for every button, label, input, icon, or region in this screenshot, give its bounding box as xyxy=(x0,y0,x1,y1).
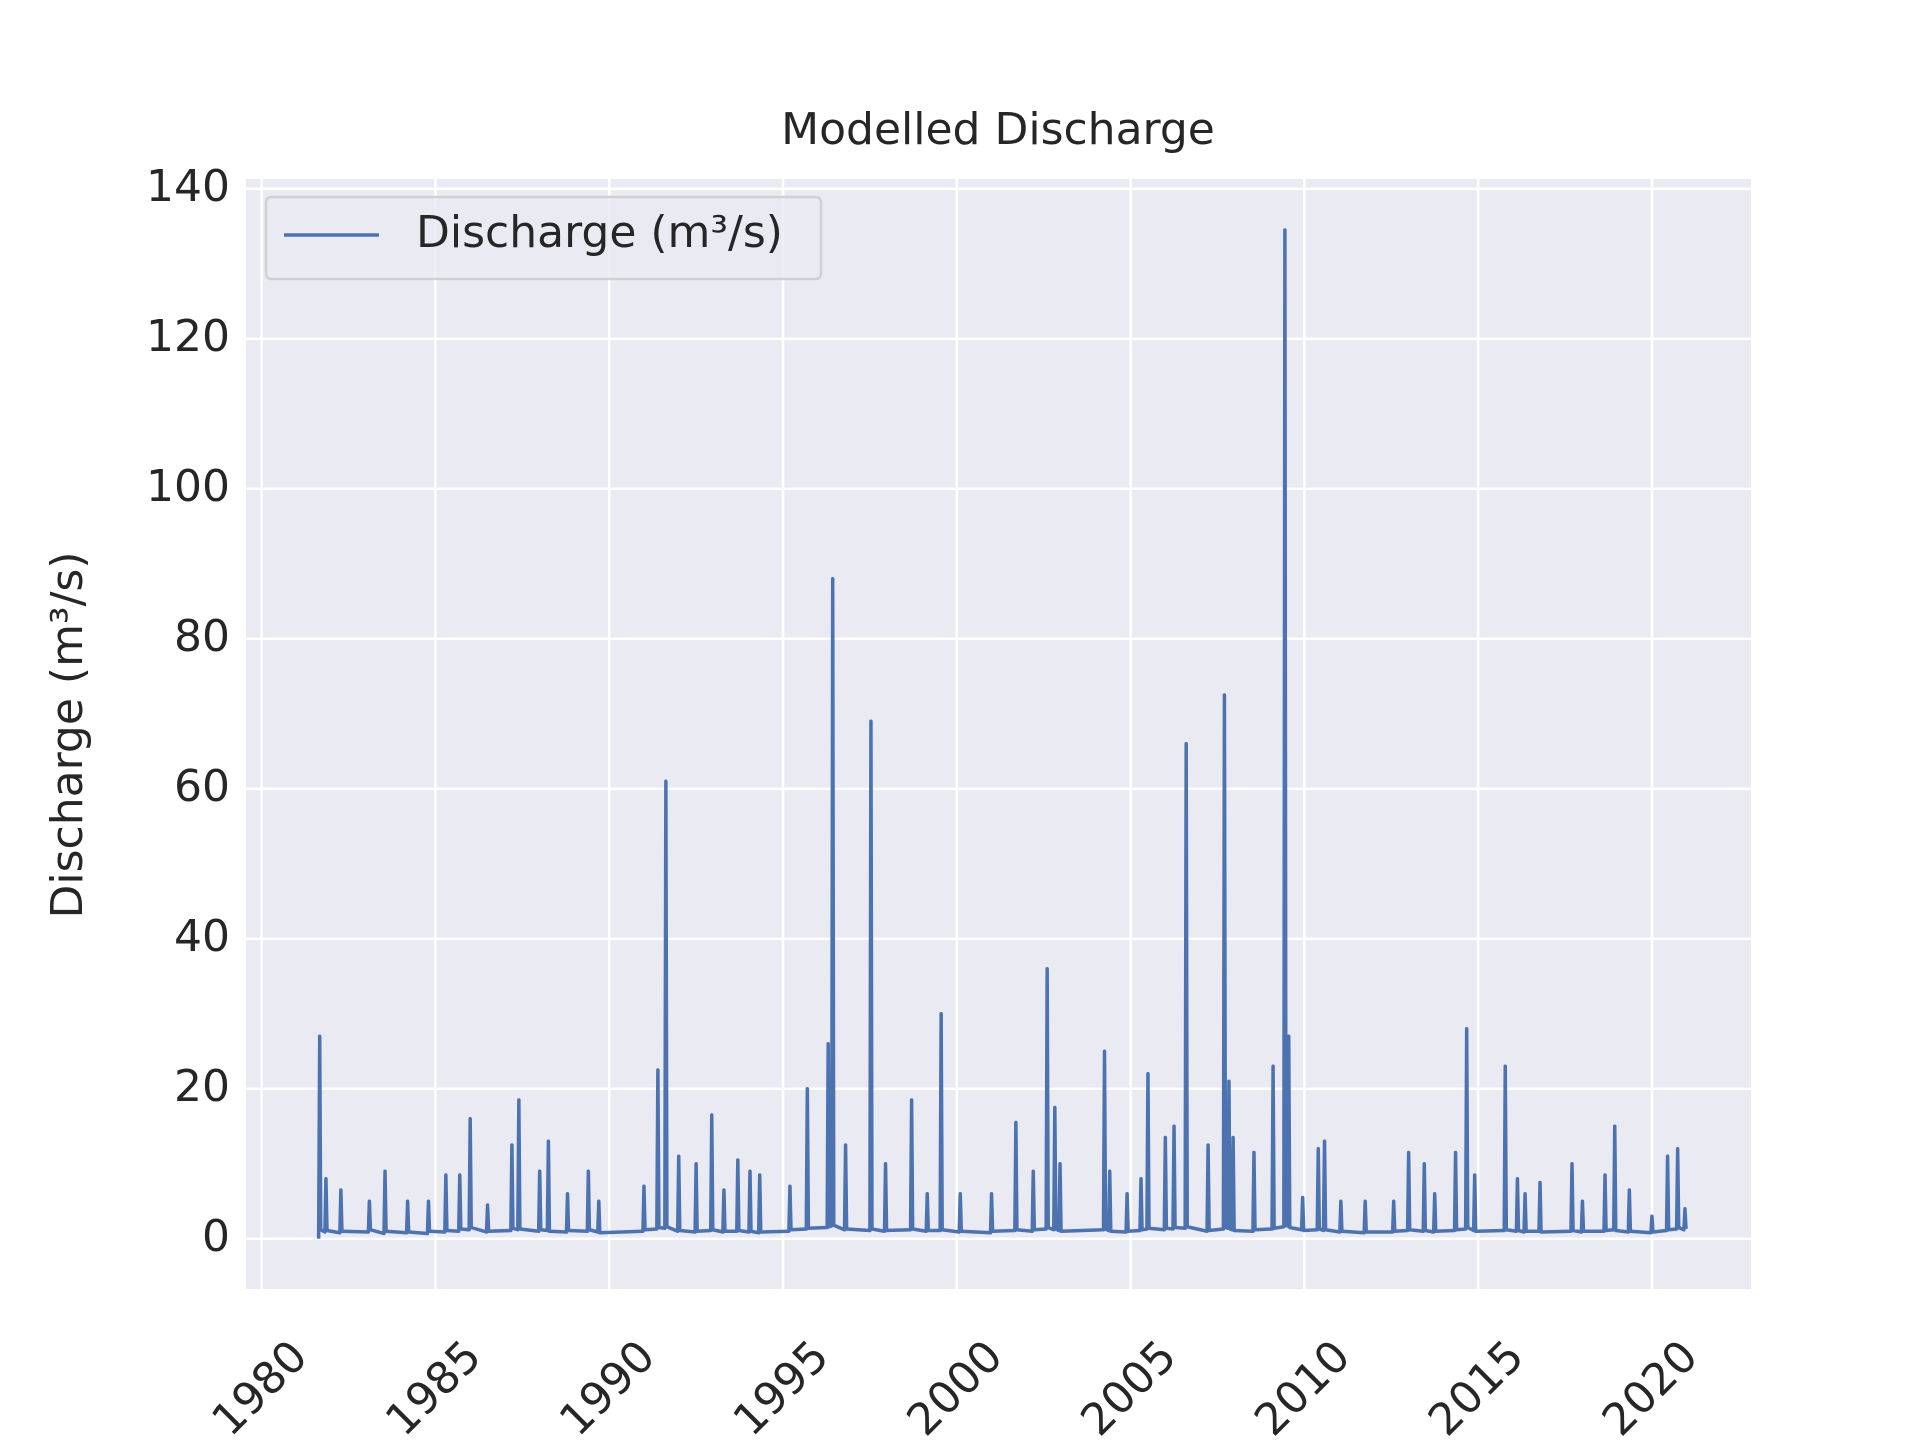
plot-area xyxy=(246,179,1751,1289)
data-line xyxy=(316,228,1688,1239)
x-tick-label: 2015 xyxy=(1419,1331,1534,1440)
x-tick-label: 1990 xyxy=(550,1331,665,1440)
y-tick-label: 0 xyxy=(202,1211,230,1262)
x-tick-label: 2020 xyxy=(1593,1331,1708,1440)
y-tick-label: 100 xyxy=(146,461,230,512)
chart-title: Modelled Discharge xyxy=(781,104,1215,155)
y-tick-label: 60 xyxy=(174,761,230,812)
y-tick-label: 40 xyxy=(174,911,230,962)
legend-box xyxy=(264,195,823,281)
x-tick-label: 2005 xyxy=(1071,1331,1186,1440)
x-tick-label: 2000 xyxy=(897,1331,1012,1440)
y-tick-label: 20 xyxy=(174,1061,230,1112)
x-tick-label: 2010 xyxy=(1245,1331,1360,1440)
x-tick-label: 1980 xyxy=(202,1331,317,1440)
y-tick-label: 140 xyxy=(146,161,230,212)
x-tick-label: 1985 xyxy=(376,1331,491,1440)
legend-label: Discharge (m³/s) xyxy=(416,207,783,258)
x-tick-label: 1995 xyxy=(724,1331,839,1440)
y-tick-label: 80 xyxy=(174,611,230,662)
y-axis-label: Discharge (m³/s) xyxy=(42,552,93,919)
y-tick-label: 120 xyxy=(146,311,230,362)
